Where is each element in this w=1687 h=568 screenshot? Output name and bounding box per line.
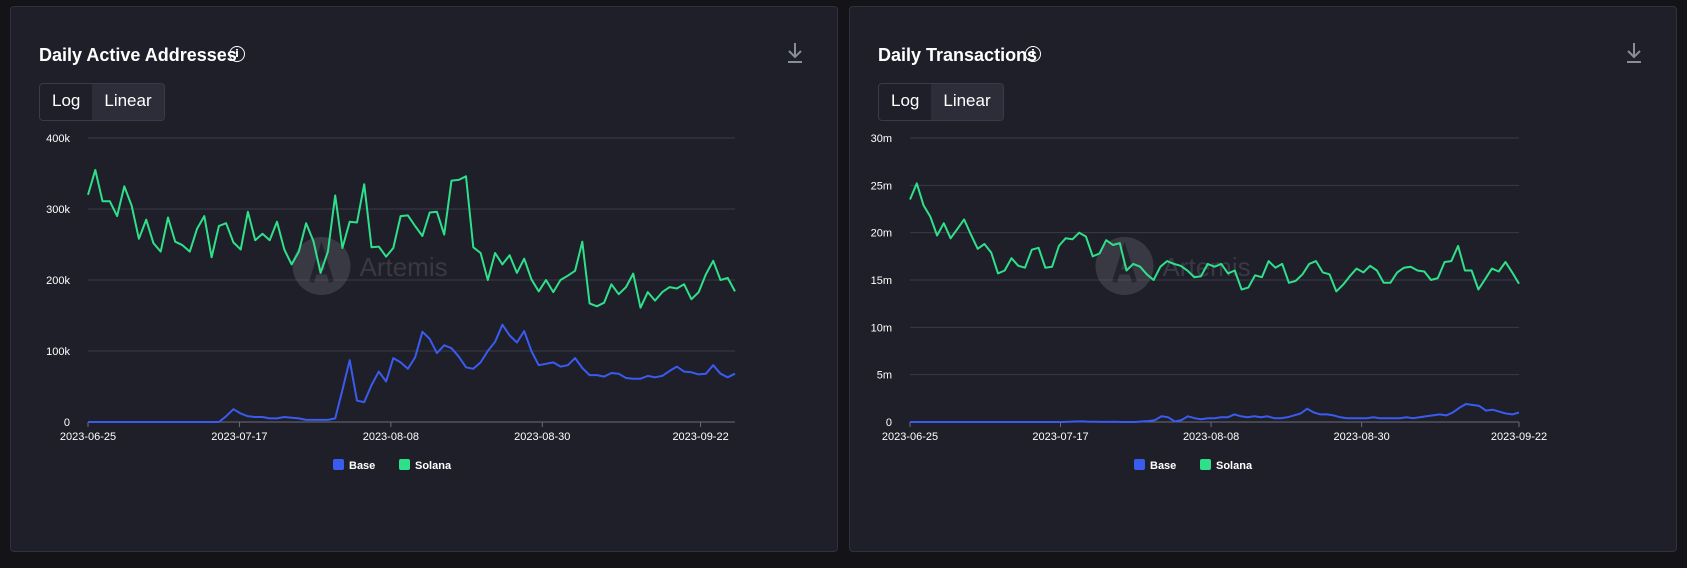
legend-swatch (399, 459, 410, 470)
artemis-watermark: Artemis (292, 237, 448, 295)
scale-toggle: Log Linear (878, 83, 1004, 121)
y-tick-label: 400k (46, 133, 70, 145)
x-tick-label: 2023-09-22 (672, 431, 728, 443)
x-tick-label: 2023-08-30 (514, 431, 570, 443)
download-icon[interactable] (1624, 41, 1644, 65)
x-tick-label: 2023-08-08 (363, 431, 419, 443)
daily-active-addresses-card: Daily Active Addresses i Log Linear 0 100… (10, 6, 838, 552)
scale-linear-button[interactable]: Linear (931, 84, 1003, 120)
scale-log-button[interactable]: Log (891, 91, 920, 110)
x-tick-label: 2023-08-08 (1183, 431, 1239, 443)
scale-toggle: Log Linear (39, 83, 165, 121)
chart-legend: Base Solana (1134, 459, 1253, 472)
chart-title: Daily Active Addresses (39, 45, 237, 65)
y-tick-label: 0 (64, 417, 70, 429)
x-tick-label: 2023-07-17 (211, 431, 267, 443)
series-line-solana (87, 169, 736, 309)
download-icon[interactable] (785, 41, 805, 65)
y-tick-label: 200k (46, 275, 70, 287)
legend-swatch (1134, 459, 1145, 470)
legend-label-base: Base (349, 460, 375, 472)
x-tick-label: 2023-06-25 (882, 431, 938, 443)
legend-label-solana: Solana (1216, 460, 1253, 472)
y-tick-label: 20m (871, 228, 892, 240)
y-tick-label: 300k (46, 204, 70, 216)
info-icon[interactable]: i (229, 46, 245, 62)
x-tick-label: 2023-08-30 (1333, 431, 1389, 443)
svg-text:Artemis: Artemis (360, 252, 448, 282)
x-tick-label: 2023-09-22 (1491, 431, 1547, 443)
scale-log-button[interactable]: Log (52, 91, 81, 110)
x-tick-label: 2023-07-17 (1032, 431, 1088, 443)
y-tick-label: 0 (886, 417, 892, 429)
legend-label-solana: Solana (415, 460, 452, 472)
y-tick-label: 30m (871, 133, 892, 145)
chart-title: Daily Transactions (878, 45, 1038, 65)
info-icon[interactable]: i (1025, 46, 1041, 62)
series-line-solana (909, 182, 1520, 293)
legend-label-base: Base (1150, 460, 1176, 472)
transactions-chart: 0 5m 10m 15m 20m 25m 30m 2023-06-25 2023-07-17 20… (871, 133, 1548, 472)
chart-legend: Base Solana (333, 459, 452, 472)
series-line-base (910, 403, 1520, 423)
legend-swatch (333, 459, 344, 470)
series-line-base (88, 323, 736, 423)
y-tick-label: 25m (871, 180, 892, 192)
artemis-watermark: Artemis (1095, 237, 1251, 295)
y-tick-label: 10m (871, 322, 892, 334)
active-addresses-chart: 0 100k 200k 300k 400k 2023-06-25 2023-07-17 202… (46, 133, 736, 472)
y-tick-label: 100k (46, 346, 70, 358)
y-tick-label: 5m (877, 370, 892, 382)
scale-linear-button[interactable]: Linear (92, 84, 164, 120)
x-tick-label: 2023-06-25 (60, 431, 116, 443)
legend-swatch (1200, 459, 1211, 470)
y-tick-label: 15m (871, 275, 892, 287)
daily-transactions-card: Daily Transactions i Log Linear 0 5m 10m 15… (849, 6, 1677, 552)
